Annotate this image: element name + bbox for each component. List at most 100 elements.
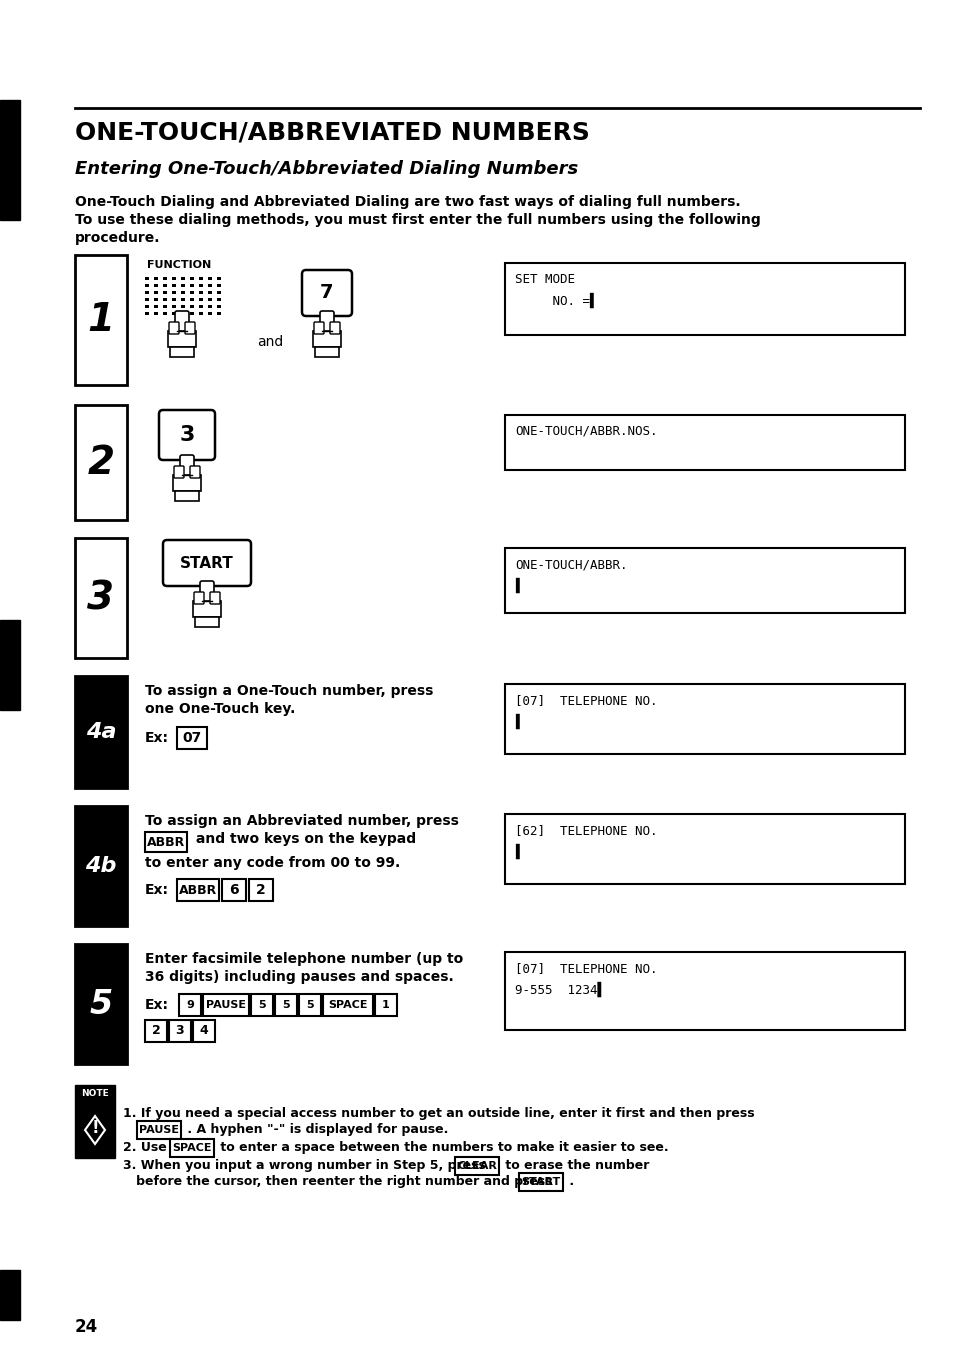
Bar (504, 262, 904, 335)
Bar (216, 284, 221, 287)
Text: SPACE: SPACE (328, 1000, 367, 1010)
Bar (153, 306, 158, 308)
Text: NO. =▌: NO. =▌ (515, 293, 597, 308)
Text: [62]  TELEPHONE NO.: [62] TELEPHONE NO. (515, 824, 657, 837)
Text: Ex:: Ex: (145, 883, 169, 896)
Bar (216, 312, 221, 315)
Text: 6: 6 (229, 883, 238, 896)
FancyBboxPatch shape (319, 311, 334, 332)
Bar (199, 284, 203, 287)
Bar (153, 297, 158, 302)
Bar (504, 952, 904, 1030)
Bar (75, 254, 127, 385)
Text: Ex:: Ex: (145, 731, 169, 744)
Text: [07]  TELEPHONE NO.: [07] TELEPHONE NO. (515, 962, 657, 975)
FancyBboxPatch shape (163, 540, 251, 586)
Bar (169, 1020, 191, 1042)
Bar (190, 306, 193, 308)
Bar (145, 277, 149, 280)
Text: Enter facsimile telephone number (up to: Enter facsimile telephone number (up to (145, 952, 463, 966)
Text: one One-Touch key.: one One-Touch key. (145, 703, 295, 716)
FancyBboxPatch shape (302, 271, 352, 316)
Bar (181, 297, 185, 302)
Bar (181, 291, 185, 293)
Bar (145, 297, 149, 302)
Bar (163, 306, 167, 308)
Bar (163, 284, 167, 287)
Bar (203, 993, 249, 1016)
Text: 5: 5 (258, 1000, 266, 1010)
Bar (172, 277, 175, 280)
FancyBboxPatch shape (330, 322, 339, 334)
Bar (504, 684, 904, 754)
Bar (298, 993, 320, 1016)
Text: 2. Use: 2. Use (123, 1141, 171, 1154)
Bar (199, 277, 203, 280)
Text: and: and (256, 335, 283, 349)
FancyBboxPatch shape (185, 322, 194, 334)
Text: ABBR: ABBR (147, 836, 185, 848)
Bar (181, 277, 185, 280)
FancyBboxPatch shape (174, 311, 189, 332)
Bar (172, 297, 175, 302)
Bar (0, 100, 20, 219)
Bar (75, 1102, 115, 1158)
Text: START: START (180, 556, 233, 571)
Text: to enter a space between the numbers to make it easier to see.: to enter a space between the numbers to … (215, 1141, 668, 1154)
Text: 36 digits) including pauses and spaces.: 36 digits) including pauses and spaces. (145, 970, 454, 984)
Bar (208, 277, 212, 280)
Text: 3: 3 (88, 579, 114, 616)
Text: SPACE: SPACE (172, 1143, 212, 1154)
Bar (190, 284, 193, 287)
Bar (323, 993, 373, 1016)
Bar (163, 277, 167, 280)
Bar (208, 297, 212, 302)
FancyBboxPatch shape (173, 466, 184, 478)
Bar (314, 347, 338, 357)
Bar (504, 548, 904, 612)
Text: One-Touch Dialing and Abbreviated Dialing are two fast ways of dialing full numb: One-Touch Dialing and Abbreviated Dialin… (75, 195, 740, 209)
Bar (75, 806, 127, 926)
Text: 5: 5 (90, 988, 112, 1020)
Polygon shape (85, 1116, 105, 1144)
Text: ▌: ▌ (515, 844, 522, 860)
Bar (199, 306, 203, 308)
Bar (216, 297, 221, 302)
Bar (172, 284, 175, 287)
Text: ONE-TOUCH/ABBR.: ONE-TOUCH/ABBR. (515, 559, 627, 571)
Bar (0, 621, 20, 709)
Bar (153, 277, 158, 280)
Bar (170, 347, 193, 357)
Bar (455, 1158, 498, 1175)
Text: ▌: ▌ (515, 713, 522, 730)
Bar (153, 312, 158, 315)
Text: 4a: 4a (86, 721, 116, 742)
FancyBboxPatch shape (200, 581, 213, 603)
Bar (249, 879, 273, 900)
Bar (208, 284, 212, 287)
Bar (190, 312, 193, 315)
Bar (181, 312, 185, 315)
Bar (181, 284, 185, 287)
Bar (216, 291, 221, 293)
Bar (193, 602, 221, 616)
Bar (504, 814, 904, 884)
Text: to enter any code from 00 to 99.: to enter any code from 00 to 99. (145, 856, 400, 870)
Bar (199, 312, 203, 315)
Text: 07: 07 (182, 731, 201, 744)
Text: [07]  TELEPHONE NO.: [07] TELEPHONE NO. (515, 695, 657, 707)
Text: NOTE: NOTE (81, 1089, 109, 1098)
Bar (216, 277, 221, 280)
Text: 1. If you need a special access number to get an outside line, enter it first an: 1. If you need a special access number t… (123, 1106, 754, 1120)
Bar (145, 312, 149, 315)
Text: Ex:: Ex: (145, 997, 169, 1012)
Bar (375, 993, 396, 1016)
Bar (179, 993, 201, 1016)
Bar (222, 879, 246, 900)
FancyBboxPatch shape (193, 592, 204, 604)
Bar (0, 1271, 20, 1320)
Bar (75, 944, 127, 1063)
Bar (174, 491, 199, 501)
Text: ABBR: ABBR (178, 883, 217, 896)
Text: ▌: ▌ (515, 577, 522, 594)
